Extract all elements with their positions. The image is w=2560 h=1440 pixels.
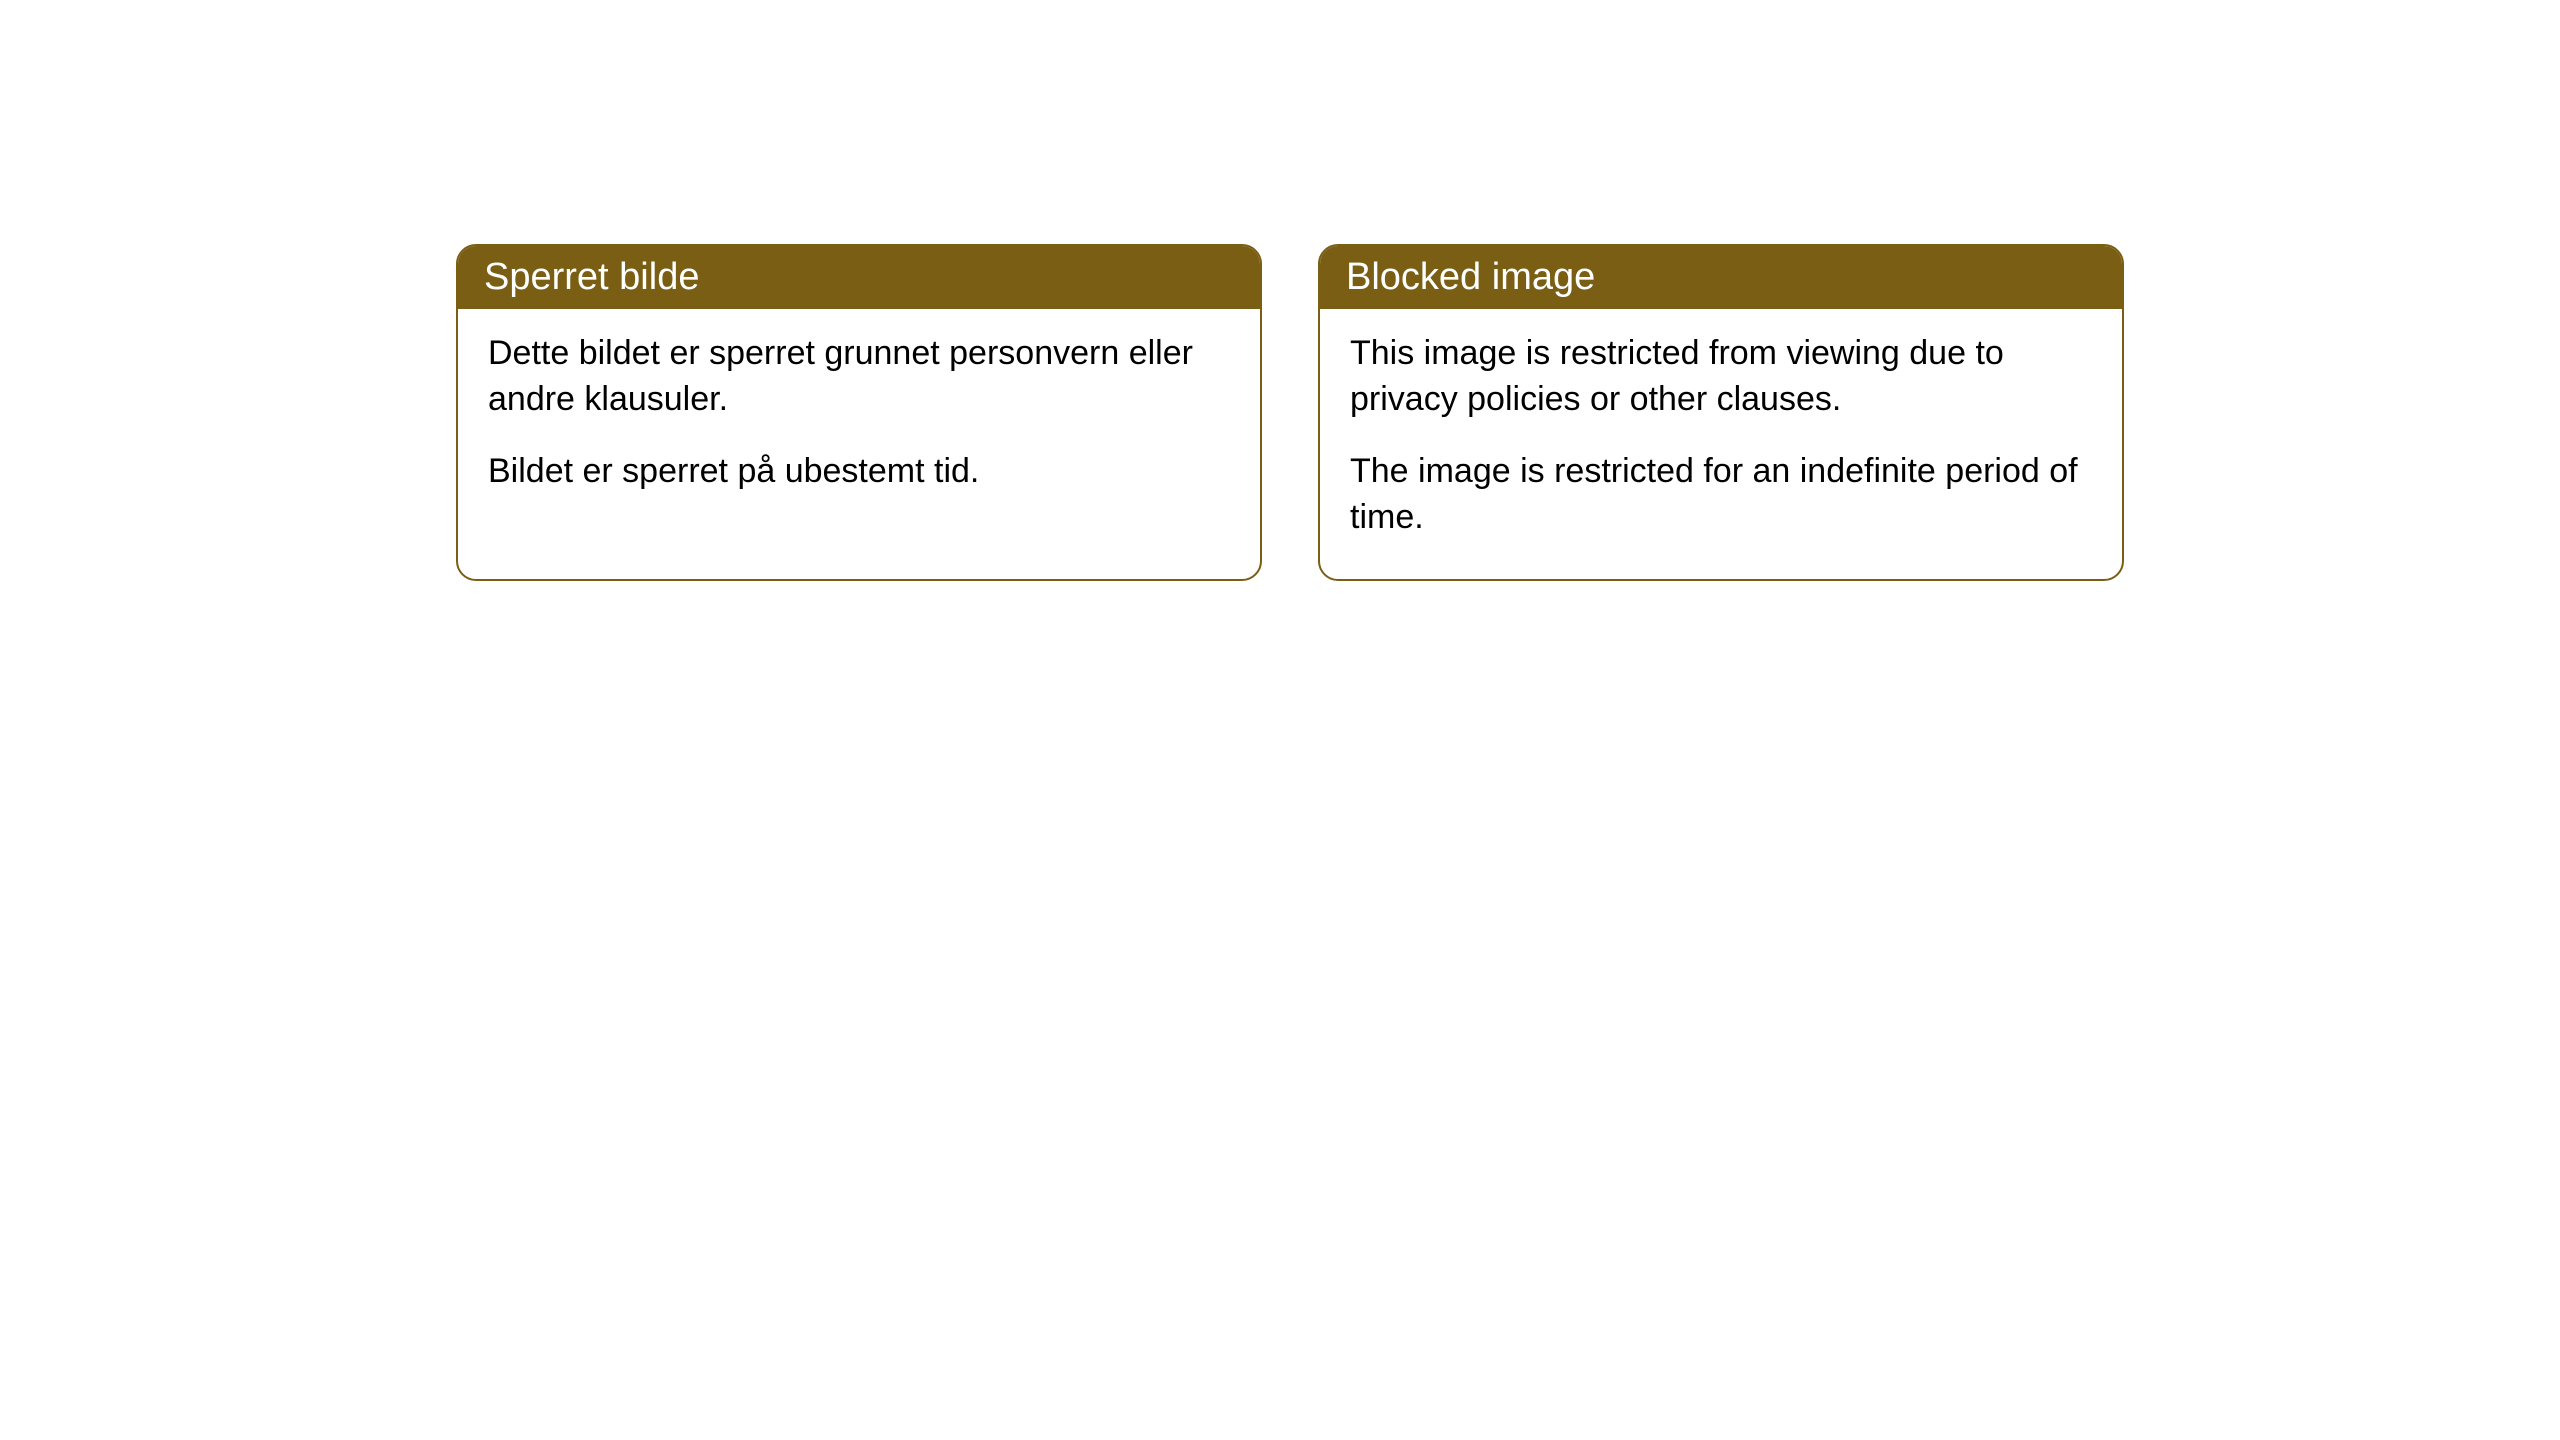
blocked-image-card-en: Blocked image This image is restricted f… — [1318, 244, 2124, 581]
blocked-image-card-no: Sperret bilde Dette bildet er sperret gr… — [456, 244, 1262, 581]
card-paragraph-1: Dette bildet er sperret grunnet personve… — [488, 331, 1230, 423]
card-paragraph-1: This image is restricted from viewing du… — [1350, 331, 2092, 423]
card-body: This image is restricted from viewing du… — [1320, 309, 2122, 579]
card-paragraph-2: Bildet er sperret på ubestemt tid. — [488, 449, 1230, 495]
card-paragraph-2: The image is restricted for an indefinit… — [1350, 449, 2092, 541]
card-title: Sperret bilde — [458, 246, 1260, 309]
card-title: Blocked image — [1320, 246, 2122, 309]
cards-container: Sperret bilde Dette bildet er sperret gr… — [456, 244, 2124, 581]
card-body: Dette bildet er sperret grunnet personve… — [458, 309, 1260, 533]
